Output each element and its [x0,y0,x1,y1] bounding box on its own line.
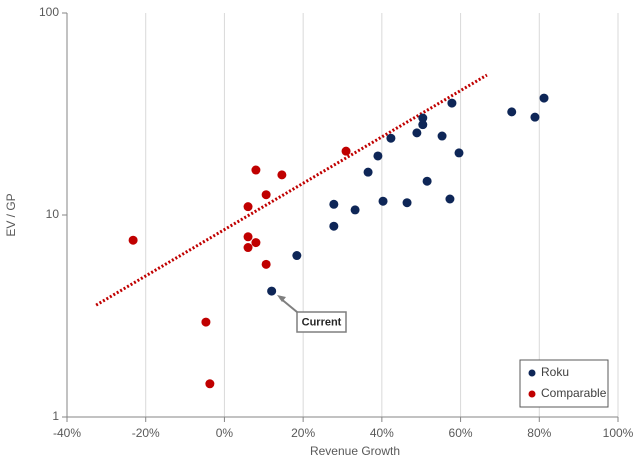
point [378,196,388,206]
point [350,205,360,215]
point [412,128,422,138]
point [205,379,215,389]
point [402,198,412,208]
annotation: Current [277,295,347,333]
point [329,221,339,231]
point [447,98,457,108]
point [243,243,253,253]
legend-label: Comparable [541,386,607,400]
point [418,120,428,130]
annotation-arrowhead [277,295,286,302]
point [261,190,271,200]
x-tick-label: 100% [603,426,634,440]
x-tick-label: 40% [370,426,394,440]
point [437,131,447,141]
x-tick-label: 80% [527,426,551,440]
legend-box [519,359,609,408]
grid: -40% -20% 0% 20% 40% 60% 80% 100% 1 10 100 [39,5,634,440]
trendline [95,73,488,307]
point [277,170,287,180]
point [530,112,540,122]
annotation-box [296,311,347,333]
point [261,259,271,269]
point [507,107,517,117]
point [418,113,428,123]
y-axis-label: EV / GP [4,193,18,236]
point [128,235,138,245]
point [445,194,455,204]
point [386,133,396,143]
marks [95,73,549,389]
x-tick-label: 60% [449,426,473,440]
x-tick-label: -20% [132,426,160,440]
point [267,286,277,296]
point [454,148,464,158]
legend-marker [528,369,536,377]
legend-label: Roku [541,365,569,379]
point [251,238,261,248]
point [243,232,253,242]
x-tick-label: -40% [53,426,81,440]
point [292,251,302,261]
x-axis-label: Revenue Growth [310,444,400,458]
y-tick-label: 1 [52,409,59,423]
y-tick-label: 10 [46,207,60,221]
legend-marker [528,390,536,398]
point [251,165,261,175]
point [373,151,383,161]
x-tick-label: 20% [291,426,315,440]
point [243,202,253,212]
point [363,167,373,177]
point [539,93,549,103]
point [329,199,339,209]
legend: Roku Comparable [519,359,609,408]
y-tick-label: 100 [39,5,59,19]
x-tick-label: 0% [216,426,234,440]
point [201,317,211,327]
annotation-text: Current [302,316,342,328]
point [341,146,351,156]
point [422,176,432,186]
